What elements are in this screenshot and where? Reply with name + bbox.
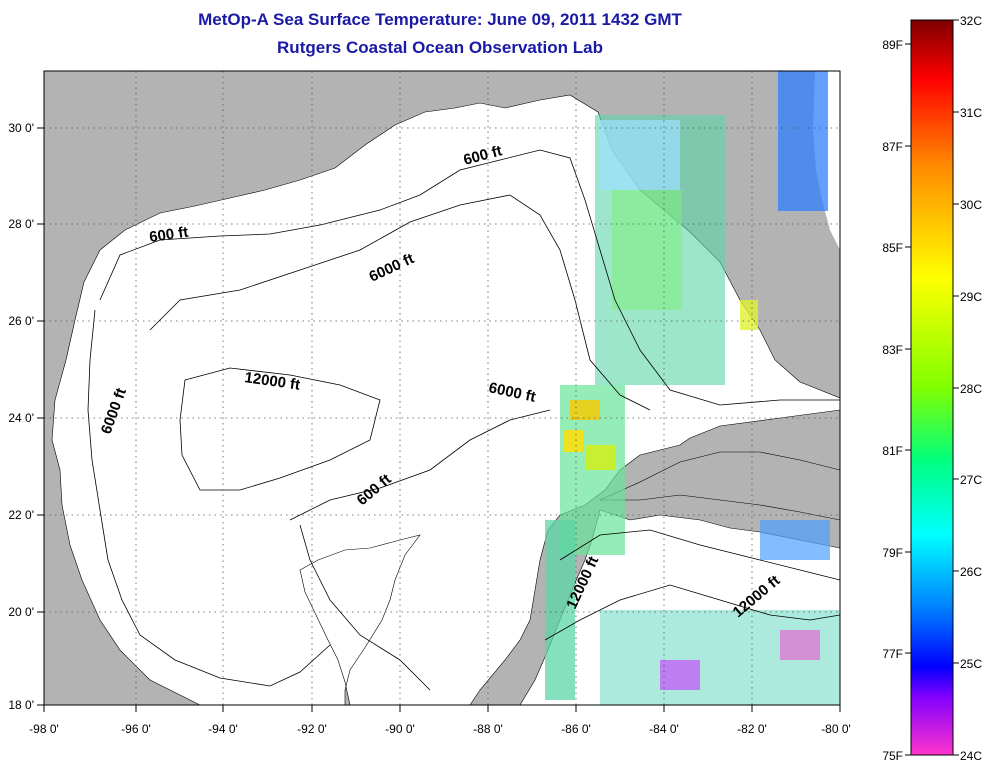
fahrenheit-label: 77F	[882, 647, 903, 661]
colorbar-celsius-labels: 32C 31C 30C 29C 28C 27C 26C 25C 24C	[960, 14, 982, 763]
lon-tick-label: -88 0'	[473, 722, 503, 736]
fahrenheit-label: 75F	[882, 749, 903, 763]
lat-tick-label: 28 0'	[8, 217, 34, 231]
colorbar-fahrenheit-labels: 89F 87F 85F 83F 81F 79F 77F 75F	[882, 38, 903, 763]
fahrenheit-label: 81F	[882, 444, 903, 458]
lat-tick-label: 30 0'	[8, 121, 34, 135]
celsius-label: 31C	[960, 106, 982, 120]
lon-tick-label: -92 0'	[297, 722, 327, 736]
celsius-label: 32C	[960, 14, 982, 28]
celsius-label: 26C	[960, 565, 982, 579]
map-frame	[43, 70, 841, 706]
lon-tick-label: -98 0'	[29, 722, 59, 736]
cuba-island	[599, 451, 840, 521]
lon-tick-label: -90 0'	[385, 722, 415, 736]
celsius-label: 29C	[960, 290, 982, 304]
contour-label-600ft-north: 600 ft	[148, 224, 189, 246]
lat-tick-label: 18 0'	[8, 698, 34, 712]
lon-tick-label: -94 0'	[208, 722, 238, 736]
lat-tick-label: 24 0'	[8, 411, 34, 425]
celsius-label: 28C	[960, 382, 982, 396]
temperature-colorbar	[910, 19, 954, 756]
axis-ticks	[37, 127, 841, 712]
celsius-label: 30C	[960, 198, 982, 212]
lon-tick-label: -82 0'	[737, 722, 767, 736]
celsius-label: 27C	[960, 473, 982, 487]
celsius-label: 24C	[960, 749, 982, 763]
fahrenheit-label: 89F	[882, 38, 903, 52]
fahrenheit-label: 83F	[882, 343, 903, 357]
graticule	[44, 71, 840, 705]
latitude-tick-labels: 18 0' 20 0' 22 0' 24 0' 26 0' 28 0' 30 0…	[8, 121, 34, 712]
lon-tick-label: -80 0'	[821, 722, 851, 736]
fahrenheit-label: 87F	[882, 140, 903, 154]
lat-tick-label: 20 0'	[8, 605, 34, 619]
fahrenheit-label: 79F	[882, 546, 903, 560]
longitude-tick-labels: -98 0' -96 0' -94 0' -92 0' -90 0' -88 0…	[29, 722, 851, 736]
lat-tick-label: 22 0'	[8, 508, 34, 522]
map-area: 600 ft 6000 ft 12000 ft 6000 ft 600 ft 6…	[44, 71, 840, 705]
bathymetry-contours	[87, 149, 840, 691]
map-title: MetOp-A Sea Surface Temperature: June 09…	[198, 10, 682, 29]
fahrenheit-label: 85F	[882, 241, 903, 255]
lon-tick-label: -84 0'	[649, 722, 679, 736]
lon-tick-label: -96 0'	[121, 722, 151, 736]
map-subtitle: Rutgers Coastal Ocean Observation Lab	[277, 38, 603, 57]
lat-tick-label: 26 0'	[8, 314, 34, 328]
sst-satellite-swath	[545, 71, 840, 705]
celsius-label: 25C	[960, 657, 982, 671]
colorbar-ticks	[905, 19, 959, 756]
lon-tick-label: -86 0'	[561, 722, 591, 736]
